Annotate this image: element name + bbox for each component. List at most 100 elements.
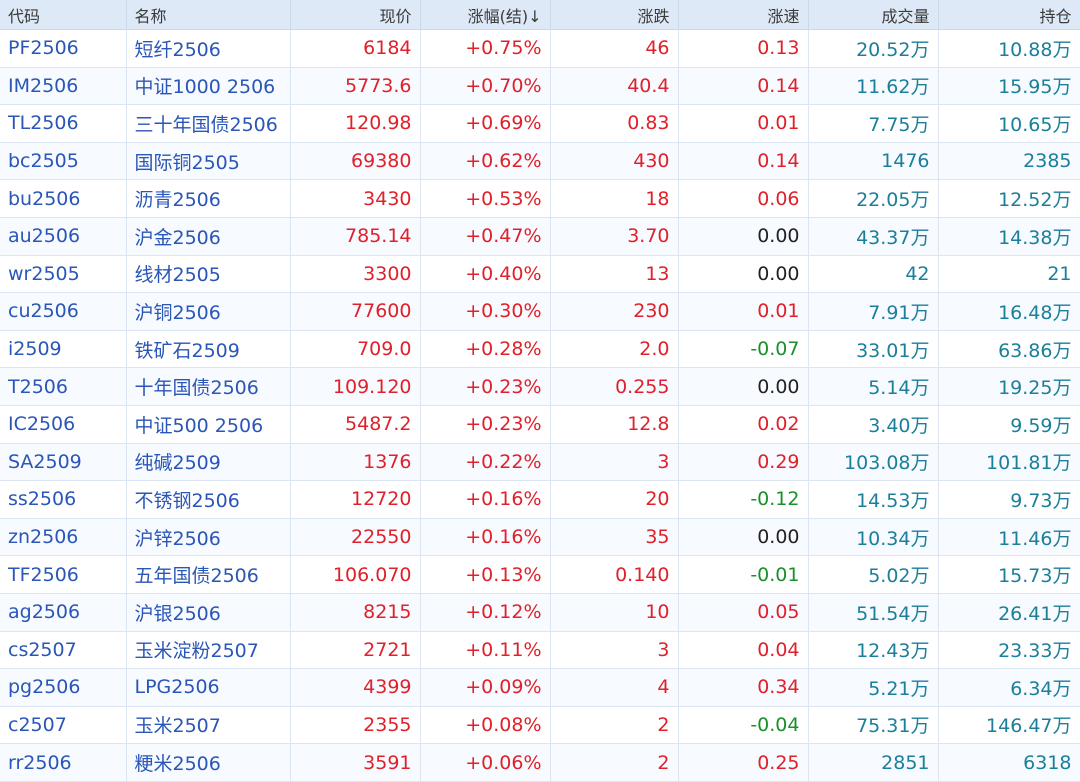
cell-pct-change: +0.22% (420, 443, 551, 482)
cell-price: 77600 (290, 292, 421, 331)
table-row[interactable]: rr2506 粳米2506 3591 +0.06% 2 0.25 2851 6318 (0, 743, 1080, 782)
table-row[interactable]: T2506 十年国债2506 109.120 +0.23% 0.255 0.00 5.14万… (0, 367, 1080, 406)
cell-pct-change: +0.11% (420, 631, 551, 670)
table-row[interactable]: i2509 铁矿石2509 709.0 +0.28% 2.0 -0.07 33.01万 63.… (0, 330, 1080, 369)
cell-open-interest: 16.48万 (938, 292, 1080, 331)
table-row[interactable]: IC2506 中证500 2506 5487.2 +0.23% 12.8 0.02 3.40… (0, 405, 1080, 444)
cell-change: 3 (550, 443, 679, 482)
cell-name: 玉米2507 (126, 706, 291, 745)
cell-code: IM2506 (0, 67, 127, 106)
cell-name: 沪金2506 (126, 217, 291, 256)
table-body: PF2506 短纤2506 6184 +0.75% 46 0.13 20.52万 10.88万… (0, 29, 1080, 782)
column-header-pct-change-sorted[interactable]: 涨幅(结)↓ (420, 0, 551, 30)
cell-price: 785.14 (290, 217, 421, 256)
cell-code: i2509 (0, 330, 127, 369)
cell-volume: 3.40万 (808, 405, 939, 444)
table-row[interactable]: au2506 沪金2506 785.14 +0.47% 3.70 0.00 43.37万 14… (0, 217, 1080, 256)
cell-code: bc2505 (0, 142, 127, 181)
cell-price: 106.070 (290, 555, 421, 594)
cell-pct-change: +0.13% (420, 555, 551, 594)
cell-open-interest: 10.88万 (938, 29, 1080, 68)
table-row[interactable]: cs2507 玉米淀粉2507 2721 +0.11% 3 0.04 12.43万 23.33… (0, 631, 1080, 670)
column-header-code[interactable]: 代码 (0, 0, 127, 30)
cell-pct-change: +0.40% (420, 255, 551, 294)
table-row[interactable]: ss2506 不锈钢2506 12720 +0.16% 20 -0.12 14.53万 9.7… (0, 480, 1080, 519)
table-row[interactable]: pg2506 LPG2506 4399 +0.09% 4 0.34 5.21万 6.34万 (0, 668, 1080, 707)
cell-speed: 0.25 (678, 743, 809, 782)
cell-name: 粳米2506 (126, 743, 291, 782)
cell-code: pg2506 (0, 668, 127, 707)
table-row[interactable]: PF2506 短纤2506 6184 +0.75% 46 0.13 20.52万 10.88万 (0, 29, 1080, 68)
cell-code: SA2509 (0, 443, 127, 482)
table-row[interactable]: cu2506 沪铜2506 77600 +0.30% 230 0.01 7.91万 16.48… (0, 292, 1080, 331)
cell-pct-change: +0.75% (420, 29, 551, 68)
table-row[interactable]: zn2506 沪锌2506 22550 +0.16% 35 0.00 10.34万 11.46… (0, 518, 1080, 557)
cell-name: 中证500 2506 (126, 405, 291, 444)
cell-pct-change: +0.70% (420, 67, 551, 106)
cell-name: 沥青2506 (126, 179, 291, 218)
cell-pct-change: +0.23% (420, 367, 551, 406)
column-header-volume[interactable]: 成交量 (808, 0, 939, 30)
cell-price: 69380 (290, 142, 421, 181)
cell-volume: 1476 (808, 142, 939, 181)
table-row[interactable]: bu2506 沥青2506 3430 +0.53% 18 0.06 22.05万 12.52万 (0, 179, 1080, 218)
table-row[interactable]: TL2506 三十年国债2506 120.98 +0.69% 0.83 0.01 7.75万… (0, 104, 1080, 143)
table-row[interactable]: c2507 玉米2507 2355 +0.08% 2 -0.04 75.31万 146.47万 (0, 706, 1080, 745)
cell-speed: 0.34 (678, 668, 809, 707)
cell-code: c2507 (0, 706, 127, 745)
cell-change: 20 (550, 480, 679, 519)
cell-name: 沪锌2506 (126, 518, 291, 557)
cell-pct-change: +0.06% (420, 743, 551, 782)
cell-name: 短纤2506 (126, 29, 291, 68)
cell-price: 6184 (290, 29, 421, 68)
cell-speed: -0.04 (678, 706, 809, 745)
table-row[interactable]: TF2506 五年国债2506 106.070 +0.13% 0.140 -0.01 5.0… (0, 555, 1080, 594)
cell-volume: 5.02万 (808, 555, 939, 594)
cell-name: LPG2506 (126, 668, 291, 707)
cell-price: 8215 (290, 593, 421, 632)
cell-open-interest: 6318 (938, 743, 1080, 782)
cell-price: 2721 (290, 631, 421, 670)
table-row[interactable]: IM2506 中证1000 2506 5773.6 +0.70% 40.4 0.14 11.… (0, 67, 1080, 106)
cell-price: 3300 (290, 255, 421, 294)
cell-change: 0.255 (550, 367, 679, 406)
cell-name: 沪铜2506 (126, 292, 291, 331)
cell-change: 230 (550, 292, 679, 331)
cell-pct-change: +0.08% (420, 706, 551, 745)
cell-volume: 75.31万 (808, 706, 939, 745)
column-header-open-interest[interactable]: 持仓 (938, 0, 1080, 30)
table-row[interactable]: SA2509 纯碱2509 1376 +0.22% 3 0.29 103.08万 101.81… (0, 443, 1080, 482)
cell-name: 不锈钢2506 (126, 480, 291, 519)
cell-open-interest: 101.81万 (938, 443, 1080, 482)
cell-change: 2.0 (550, 330, 679, 369)
cell-speed: 0.05 (678, 593, 809, 632)
cell-volume: 33.01万 (808, 330, 939, 369)
cell-price: 5487.2 (290, 405, 421, 444)
cell-pct-change: +0.69% (420, 104, 551, 143)
cell-speed: 0.29 (678, 443, 809, 482)
cell-change: 430 (550, 142, 679, 181)
cell-price: 22550 (290, 518, 421, 557)
cell-pct-change: +0.28% (420, 330, 551, 369)
cell-volume: 42 (808, 255, 939, 294)
table-row[interactable]: bc2505 国际铜2505 69380 +0.62% 430 0.14 1476 2385 (0, 142, 1080, 181)
cell-speed: 0.14 (678, 142, 809, 181)
cell-price: 2355 (290, 706, 421, 745)
cell-volume: 51.54万 (808, 593, 939, 632)
column-header-price[interactable]: 现价 (290, 0, 421, 30)
cell-open-interest: 12.52万 (938, 179, 1080, 218)
table-row[interactable]: wr2505 线材2505 3300 +0.40% 13 0.00 42 21 (0, 255, 1080, 294)
cell-price: 4399 (290, 668, 421, 707)
cell-change: 40.4 (550, 67, 679, 106)
cell-change: 3 (550, 631, 679, 670)
cell-open-interest: 23.33万 (938, 631, 1080, 670)
column-header-speed[interactable]: 涨速 (678, 0, 809, 30)
cell-open-interest: 9.59万 (938, 405, 1080, 444)
column-header-name[interactable]: 名称 (126, 0, 291, 30)
cell-pct-change: +0.62% (420, 142, 551, 181)
column-header-change[interactable]: 涨跌 (550, 0, 679, 30)
table-row[interactable]: ag2506 沪银2506 8215 +0.12% 10 0.05 51.54万 26.41万 (0, 593, 1080, 632)
cell-open-interest: 11.46万 (938, 518, 1080, 557)
cell-name: 国际铜2505 (126, 142, 291, 181)
cell-code: T2506 (0, 367, 127, 406)
